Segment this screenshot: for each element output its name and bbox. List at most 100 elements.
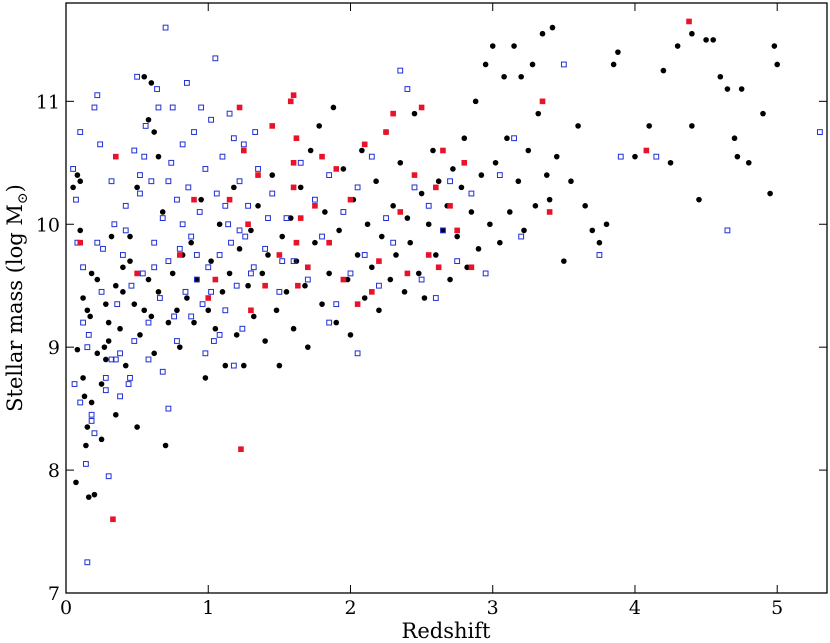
data-point-s0-90 <box>376 307 382 314</box>
data-point-s0-114 <box>461 135 468 142</box>
data-point-s0-47 <box>222 362 229 369</box>
data-point-s0-181 <box>101 344 108 350</box>
data-point-s0-95 <box>393 252 399 258</box>
data-point-s2-8 <box>241 147 247 154</box>
data-point-s0-29 <box>159 209 166 215</box>
data-point-s0-62 <box>276 362 283 369</box>
data-point-s1-131 <box>131 338 138 344</box>
data-point-s1-9 <box>88 411 95 418</box>
data-point-s0-41 <box>202 375 209 381</box>
data-point-s0-129 <box>515 178 522 185</box>
data-point-s0-30 <box>162 442 169 449</box>
data-point-s1-143 <box>193 252 200 258</box>
data-point-s0-74 <box>319 301 325 307</box>
data-point-s0-1 <box>77 178 84 185</box>
data-point-s0-32 <box>169 270 176 277</box>
data-point-s0-54 <box>248 227 254 234</box>
data-point-s2-43 <box>546 209 553 215</box>
data-point-s0-113 <box>458 184 465 191</box>
data-point-s1-21 <box>122 202 129 209</box>
data-point-s0-102 <box>418 190 425 197</box>
data-point-s1-1 <box>71 381 78 387</box>
data-point-s0-143 <box>575 123 581 129</box>
data-point-s1-115 <box>141 153 148 160</box>
data-point-s2-27 <box>361 141 368 148</box>
data-point-s0-4 <box>83 442 89 449</box>
data-point-s1-133 <box>102 387 109 394</box>
data-point-s1-126 <box>174 338 180 344</box>
data-point-s0-142 <box>568 178 574 185</box>
data-point-s0-52 <box>241 362 247 369</box>
data-point-s0-79 <box>336 227 342 234</box>
data-point-s1-44 <box>188 233 195 240</box>
data-point-s1-121 <box>226 110 233 117</box>
data-point-s0-149 <box>615 49 621 55</box>
data-point-s0-42 <box>205 307 212 314</box>
data-point-s0-69 <box>302 282 308 289</box>
y-tick-label-2: 9 <box>48 337 60 359</box>
data-point-s0-86 <box>361 295 368 301</box>
data-point-s0-66 <box>290 325 297 332</box>
data-point-s1-93 <box>447 178 453 185</box>
data-point-s0-116 <box>468 209 475 215</box>
data-point-s0-50 <box>233 332 240 338</box>
data-point-s2-24 <box>340 276 347 283</box>
data-point-s1-45 <box>191 129 197 135</box>
data-point-s1-11 <box>94 92 101 99</box>
data-point-s1-66 <box>255 166 261 172</box>
axis-tick-labels: 0 1 2 3 4 5 7 8 9 10 11 <box>36 91 783 619</box>
data-point-s1-63 <box>242 233 249 240</box>
data-point-s1-55 <box>219 153 226 160</box>
data-point-s1-59 <box>230 135 237 142</box>
data-point-s0-94 <box>390 203 396 209</box>
data-point-s1-53 <box>213 190 220 197</box>
data-point-s0-146 <box>596 239 603 246</box>
data-point-s1-20 <box>119 252 126 258</box>
data-point-s2-23 <box>333 166 340 172</box>
data-point-s1-111 <box>84 344 91 351</box>
data-point-s1-6 <box>83 461 89 467</box>
y-axis-label-close: ) <box>3 184 27 192</box>
data-point-s0-71 <box>307 147 314 154</box>
data-point-s1-103 <box>653 153 660 160</box>
data-point-s1-64 <box>245 202 251 209</box>
data-point-s1-110 <box>77 129 84 135</box>
data-point-s0-169 <box>667 159 674 166</box>
data-point-s1-146 <box>236 227 243 234</box>
data-point-s0-88 <box>369 264 375 271</box>
data-point-s0-91 <box>378 233 385 240</box>
data-point-s0-38 <box>191 319 197 326</box>
data-point-s0-64 <box>283 289 290 295</box>
data-point-s1-41 <box>179 141 186 148</box>
data-point-s0-44 <box>212 325 219 332</box>
data-point-s0-78 <box>333 319 340 326</box>
data-point-s0-117 <box>472 98 479 105</box>
data-point-s1-5 <box>80 264 86 271</box>
data-point-s1-8 <box>85 331 92 338</box>
data-point-s1-43 <box>185 184 192 191</box>
data-point-s0-126 <box>504 135 510 142</box>
data-point-s0-147 <box>603 221 610 228</box>
data-point-s2-11 <box>255 172 261 178</box>
data-point-s1-142 <box>179 221 186 228</box>
data-point-s0-82 <box>347 332 354 338</box>
data-point-s0-58 <box>262 338 268 344</box>
data-point-s1-136 <box>94 239 101 246</box>
data-point-s0-0 <box>74 346 81 353</box>
data-point-s2-39 <box>454 227 460 234</box>
data-point-s1-52 <box>211 338 217 344</box>
x-tick-label-0: 0 <box>60 597 72 619</box>
data-point-s1-34 <box>159 215 166 222</box>
data-point-s0-135 <box>535 110 542 117</box>
data-point-s0-138 <box>546 196 553 203</box>
data-point-s1-36 <box>165 258 172 265</box>
data-point-s1-134 <box>88 418 95 424</box>
data-point-s0-53 <box>245 282 251 289</box>
data-point-s1-23 <box>128 282 135 289</box>
data-point-s0-89 <box>373 178 379 185</box>
data-point-s2-7 <box>238 446 244 452</box>
data-point-s2-33 <box>418 104 425 111</box>
data-point-s1-65 <box>248 270 254 277</box>
data-point-s0-179 <box>105 319 112 326</box>
data-point-s1-147 <box>250 264 257 271</box>
